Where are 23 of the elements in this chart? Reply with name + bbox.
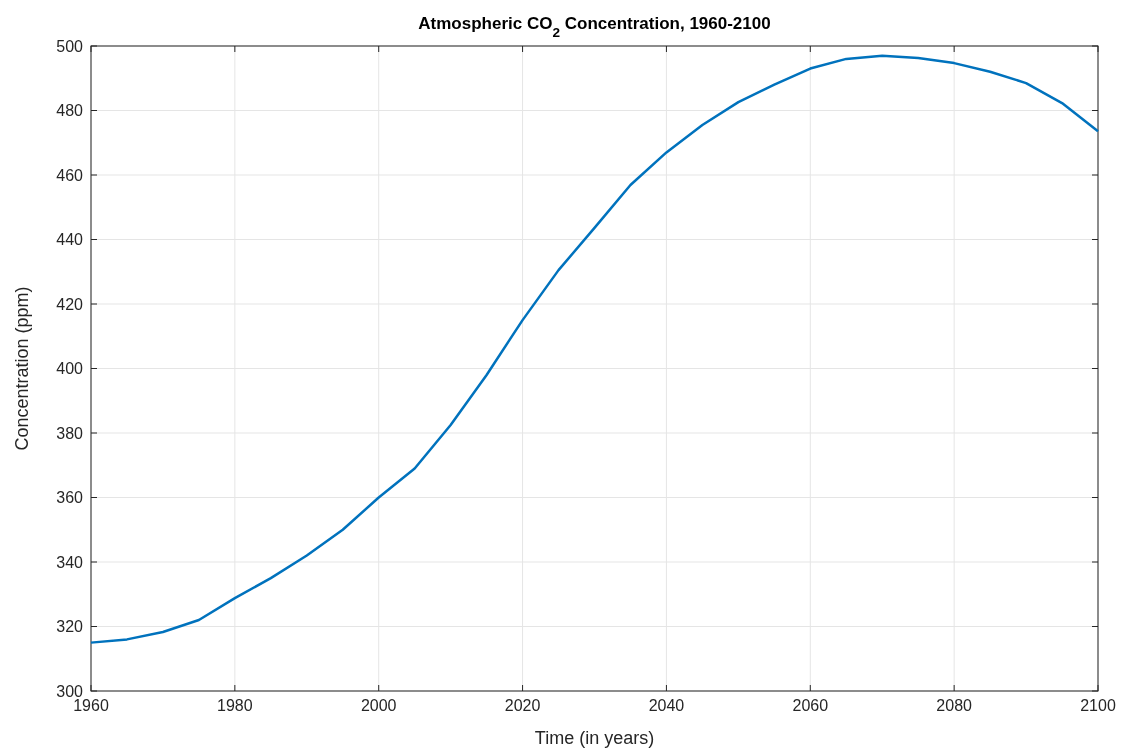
x-tick-label: 1980 bbox=[217, 697, 253, 714]
y-tick-label: 480 bbox=[56, 102, 84, 120]
x-axis-title: Time (in years) bbox=[534, 728, 655, 748]
x-tick-label: 2100 bbox=[1080, 697, 1116, 714]
y-tick-label: 320 bbox=[56, 618, 84, 636]
y-tick-label: 400 bbox=[56, 360, 84, 378]
y-tick-label: 380 bbox=[56, 424, 84, 442]
y-tick-label: 360 bbox=[56, 489, 84, 507]
y-axis-title: Concentration (ppm) bbox=[12, 286, 32, 451]
chart-title: Atmospheric CO$_{2}$ Concentration, 1960-2100 bbox=[418, 14, 771, 40]
x-tick-label: 2040 bbox=[648, 697, 685, 714]
line-series bbox=[89, 54, 1100, 644]
x-tick-label: 2020 bbox=[504, 697, 541, 714]
x-tick-label: 2000 bbox=[360, 697, 397, 714]
y-tick-label: 460 bbox=[56, 166, 84, 184]
y-tick-label: 420 bbox=[56, 295, 84, 313]
x-tick-label: 2060 bbox=[792, 697, 829, 714]
y-tick-label: 440 bbox=[56, 231, 84, 249]
y-tick-label: 340 bbox=[56, 553, 84, 571]
y-tick-label: 500 bbox=[56, 37, 84, 55]
x-tick-label: 2080 bbox=[936, 697, 973, 714]
y-tick-label: 300 bbox=[56, 682, 84, 700]
x-tick-label: 1960 bbox=[73, 697, 109, 714]
